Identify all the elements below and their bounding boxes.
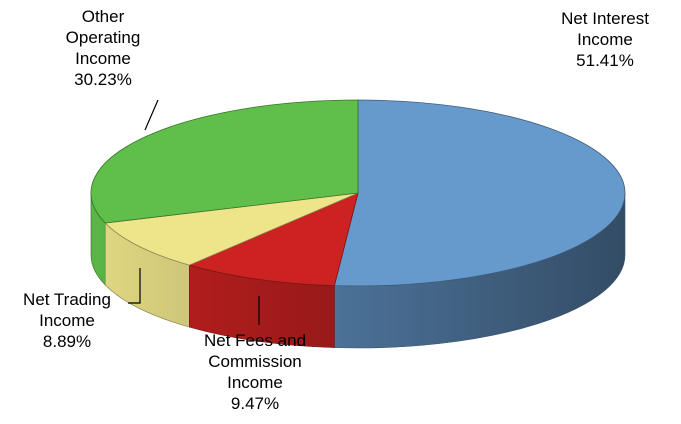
pie-slice-net-interest-income <box>333 99 626 287</box>
pie-slice-other-operating-income <box>90 99 359 224</box>
label-other-operating-income: Other Operating Income 30.23% <box>65 7 141 89</box>
label-net-interest-income: Net Interest Income 51.41% <box>561 9 649 70</box>
label-net-fees-commission-income: Net Fees and Commission Income 9.47% <box>203 331 307 413</box>
pie-slice-net-fees-and-commission-income <box>188 192 359 287</box>
leader-line-other-operating-income <box>144 99 159 131</box>
label-net-trading-income: Net Trading Income 8.89% <box>23 290 111 351</box>
leader-line-net-trading-income <box>128 268 141 304</box>
pie-slice-net-trading-income <box>104 192 359 266</box>
